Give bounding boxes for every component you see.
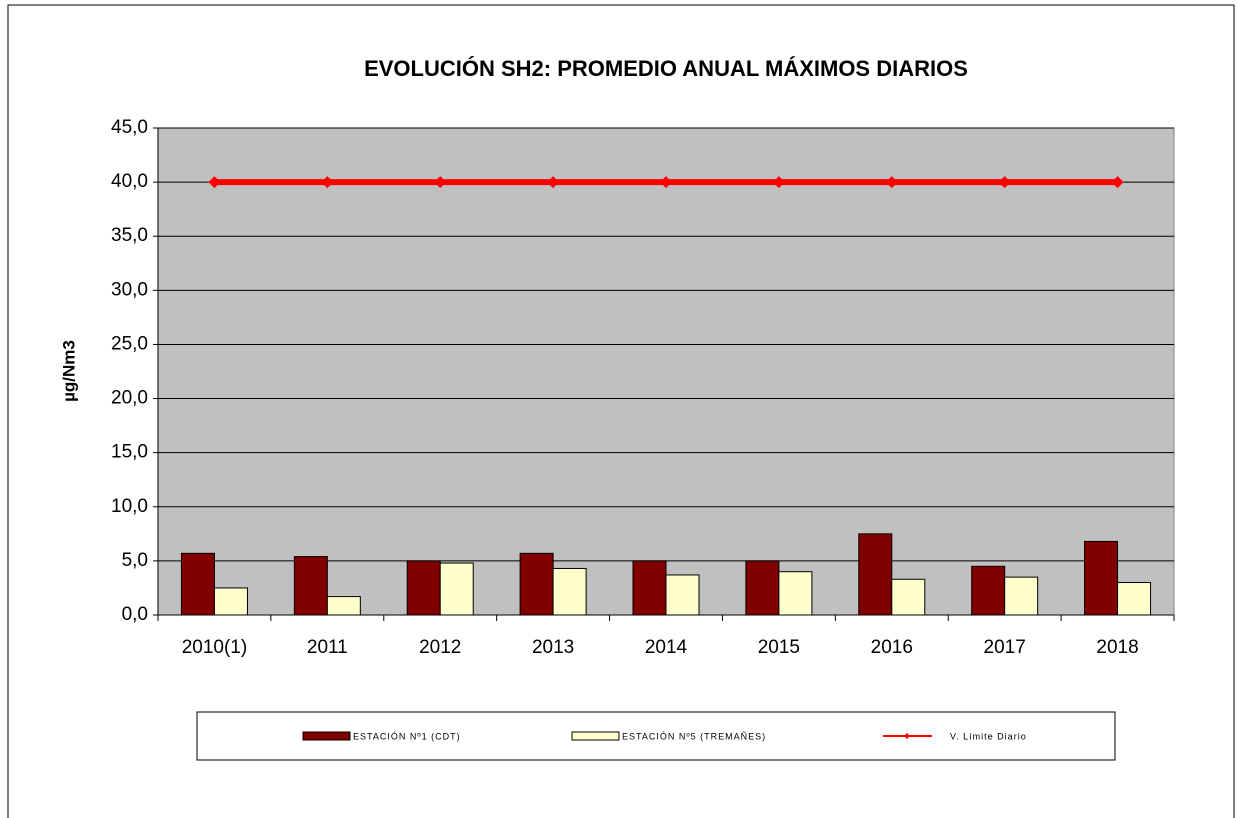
y-tick-label: 35,0 <box>111 225 148 246</box>
x-tick-label: 2013 <box>532 637 574 658</box>
bar <box>778 571 813 616</box>
legend-label: ESTACIÓN Nº5 (TREMAÑES) <box>622 731 766 741</box>
x-tick-label: 2010(1) <box>182 637 248 658</box>
bar <box>971 565 1006 616</box>
bar <box>891 578 926 616</box>
legend-swatch-marker <box>904 733 910 739</box>
x-tick-label: 2017 <box>984 637 1026 658</box>
x-tick-label: 2015 <box>758 637 800 658</box>
legend-label: V. Límite Diario <box>950 731 1027 741</box>
y-tick-label: 0,0 <box>122 604 148 625</box>
y-tick-label: 25,0 <box>111 333 148 354</box>
legend-swatch <box>571 731 620 741</box>
y-tick-label: 10,0 <box>111 496 148 517</box>
line-marker <box>660 176 672 189</box>
bar <box>180 552 215 616</box>
bar <box>293 556 328 616</box>
line-marker <box>885 176 898 189</box>
bar <box>439 562 474 616</box>
x-tick-label: 2016 <box>871 637 913 658</box>
y-axis-label: µg/Nm3 <box>59 340 78 402</box>
x-tick-label: 2011 <box>307 637 348 658</box>
bar <box>552 567 587 616</box>
bar <box>665 574 700 616</box>
legend-swatch <box>302 731 351 741</box>
bar <box>519 552 554 616</box>
chart-title: EVOLUCIÓN SH2: PROMEDIO ANUAL MÁXIMOS DI… <box>364 56 968 81</box>
y-tick-label: 45,0 <box>111 117 148 138</box>
line-marker <box>772 176 785 189</box>
y-tick-label: 30,0 <box>111 279 148 300</box>
bar <box>1084 540 1119 616</box>
x-tick-label: 2018 <box>1096 637 1138 658</box>
bar <box>1004 576 1039 616</box>
line-marker <box>547 176 560 189</box>
bar <box>213 587 248 616</box>
bar <box>745 560 780 616</box>
x-tick-label: 2014 <box>645 637 688 658</box>
x-tick-label: 2012 <box>419 637 461 658</box>
y-tick-label: 15,0 <box>111 442 148 463</box>
plot-area <box>157 127 1175 616</box>
bar <box>326 596 361 616</box>
bar <box>632 560 667 616</box>
bar <box>1117 582 1152 616</box>
line-marker <box>998 176 1011 189</box>
bar <box>406 560 441 616</box>
line-marker <box>434 176 447 189</box>
y-tick-label: 20,0 <box>111 388 148 409</box>
line-marker <box>321 176 334 189</box>
y-tick-label: 5,0 <box>122 550 148 571</box>
line-marker <box>208 176 221 189</box>
legend-label: ESTACIÓN Nº1 (CDT) <box>353 731 461 741</box>
line-marker <box>1111 176 1124 189</box>
y-tick-label: 40,0 <box>111 171 148 192</box>
bar <box>858 533 893 616</box>
